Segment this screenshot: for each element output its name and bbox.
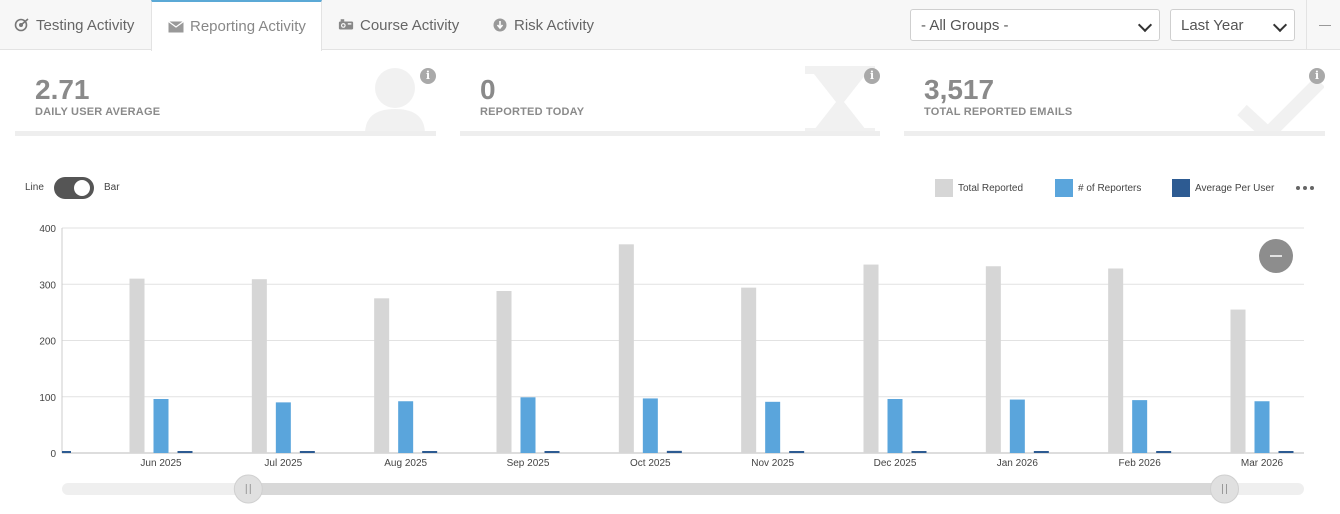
period-filter-select[interactable]: Last Year: [1170, 9, 1295, 41]
stat-card-total-reported-emails: 3,517 TOTAL REPORTED EMAILS i: [904, 60, 1325, 136]
bar-average-per-user[interactable]: [299, 451, 315, 453]
x-tick-label: Aug 2025: [384, 458, 427, 469]
bar-of-reporters[interactable]: [642, 398, 658, 453]
toggle-label-bar: Bar: [104, 182, 120, 193]
info-icon[interactable]: i: [420, 68, 436, 84]
bar-average-per-user[interactable]: [1156, 451, 1172, 453]
tab-label: Reporting Activity: [190, 18, 306, 35]
legend-swatch: [1172, 179, 1190, 197]
bar-of-reporters[interactable]: [765, 401, 781, 453]
x-tick-label: Sep 2025: [507, 458, 550, 469]
x-tick-label: Nov 2025: [751, 458, 794, 469]
bar-average-per-user[interactable]: [544, 451, 560, 453]
x-tick-label: Jul 2025: [264, 458, 302, 469]
legend-label: Total Reported: [958, 182, 1024, 194]
legend-item-reporters[interactable]: # of Reporters: [1055, 179, 1141, 197]
projector-icon: [338, 19, 354, 30]
info-icon[interactable]: i: [864, 68, 880, 84]
bar-of-reporters[interactable]: [1132, 400, 1148, 453]
bar-average-per-user[interactable]: [1278, 451, 1294, 453]
toggle-label-line: Line: [25, 182, 44, 193]
bar-total-reported[interactable]: [1108, 268, 1124, 454]
group-filter-value: - All Groups -: [921, 16, 1009, 34]
tab-bar: Testing Activity Reporting Activity Cour…: [0, 0, 1340, 51]
stat-value: 3,517: [924, 74, 995, 105]
bar-total-reported[interactable]: [129, 278, 145, 453]
x-tick-label: Feb 2026: [1119, 458, 1162, 469]
bar-total-reported[interactable]: [985, 266, 1001, 453]
bar-total-reported[interactable]: [741, 287, 757, 453]
period-filter-value: Last Year: [1181, 16, 1244, 34]
legend-item-total-reported[interactable]: Total Reported: [935, 179, 1023, 197]
range-slider-selection[interactable]: [248, 483, 1225, 495]
minus-icon: [1319, 25, 1331, 26]
stat-value: 2.71: [35, 74, 90, 105]
bar-of-reporters[interactable]: [398, 401, 414, 453]
bar-average-per-user[interactable]: [177, 451, 193, 453]
x-tick-label: Mar 2026: [1241, 458, 1284, 469]
info-icon[interactable]: i: [1309, 68, 1325, 84]
bar-of-reporters[interactable]: [1009, 399, 1025, 453]
stat-card-reported-today: 0 REPORTED TODAY i: [460, 60, 880, 136]
bar-average-per-user[interactable]: [422, 451, 438, 453]
bar-of-reporters[interactable]: [520, 397, 536, 453]
y-tick-label: 400: [39, 224, 56, 235]
line-bar-toggle[interactable]: [54, 177, 94, 199]
x-tick-label: Oct 2025: [630, 458, 671, 469]
bar-of-reporters[interactable]: [1254, 401, 1270, 453]
collapse-panel-button[interactable]: [1306, 0, 1340, 50]
y-tick-label: 200: [39, 337, 56, 348]
tab-risk-activity[interactable]: Risk Activity: [492, 0, 602, 50]
range-slider-handle-start[interactable]: [233, 474, 263, 504]
legend-swatch: [1055, 179, 1073, 197]
bar-average-per-user[interactable]: [789, 451, 805, 453]
legend-label: # of Reporters: [1078, 182, 1142, 194]
legend-item-average-per-user[interactable]: Average Per User: [1172, 179, 1274, 197]
hourglass-icon: [805, 66, 875, 131]
stat-label: TOTAL REPORTED EMAILS: [924, 106, 1073, 118]
bar-average-per-user-partial[interactable]: [62, 451, 71, 453]
bar-average-per-user[interactable]: [1033, 451, 1049, 453]
bar-total-reported[interactable]: [496, 291, 512, 453]
range-slider-handle-end[interactable]: [1210, 474, 1240, 504]
target-icon: [14, 18, 29, 32]
y-tick-label: 100: [39, 393, 56, 404]
stat-label: DAILY USER AVERAGE: [35, 106, 161, 118]
bar-total-reported[interactable]: [374, 298, 390, 453]
bar-of-reporters[interactable]: [275, 402, 291, 453]
x-tick-label: Jun 2025: [140, 458, 182, 469]
x-tick-label: Dec 2025: [874, 458, 917, 469]
tab-label: Risk Activity: [514, 16, 595, 34]
y-tick-label: 0: [50, 449, 56, 460]
user-icon: [365, 68, 425, 131]
bar-of-reporters[interactable]: [887, 399, 903, 453]
legend-swatch: [935, 179, 953, 197]
tab-reporting-activity[interactable]: Reporting Activity: [151, 0, 322, 51]
bar-total-reported[interactable]: [1230, 309, 1246, 453]
tab-label: Course Activity: [360, 16, 460, 34]
bar-total-reported[interactable]: [863, 264, 879, 453]
envelope-icon: [168, 20, 184, 32]
bar-average-per-user[interactable]: [666, 450, 682, 453]
bar-of-reporters[interactable]: [153, 399, 169, 453]
legend-label: Average Per User: [1195, 182, 1275, 194]
tab-testing-activity[interactable]: Testing Activity: [14, 0, 150, 50]
tab-label: Testing Activity: [36, 16, 135, 34]
stat-label: REPORTED TODAY: [480, 106, 585, 118]
group-filter-select[interactable]: - All Groups -: [910, 9, 1160, 41]
more-options-icon[interactable]: [1296, 186, 1314, 190]
bar-total-reported[interactable]: [251, 279, 267, 453]
bar-average-per-user[interactable]: [911, 451, 927, 453]
y-tick-label: 300: [39, 280, 56, 291]
download-circle-icon: [493, 18, 507, 32]
bar-total-reported[interactable]: [618, 244, 634, 453]
tab-course-activity[interactable]: Course Activity: [338, 0, 478, 50]
x-tick-label: Jan 2026: [997, 458, 1039, 469]
check-icon: [1237, 77, 1324, 131]
toggle-knob: [74, 180, 90, 196]
stat-card-daily-user-average: 2.71 DAILY USER AVERAGE i: [15, 60, 436, 136]
stat-value: 0: [480, 74, 496, 105]
